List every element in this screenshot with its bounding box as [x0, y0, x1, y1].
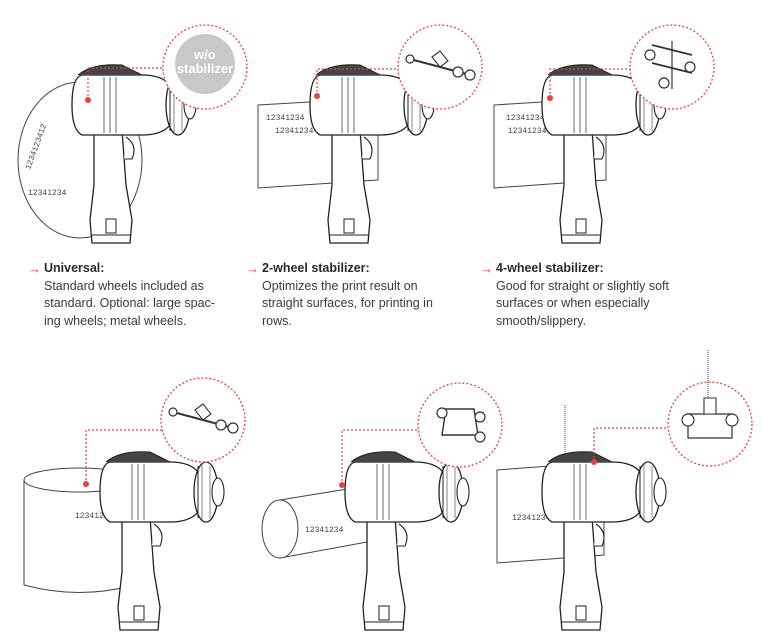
caption-universal: → Universal: Standard wheels included as…: [28, 260, 234, 330]
caption-4-wheel: → 4-wheel stabilizer: Good for straight …: [480, 260, 691, 330]
svg-text:12341234: 12341234: [512, 514, 551, 523]
caption-title: Universal:: [44, 261, 105, 275]
svg-text:12341234: 12341234: [266, 114, 305, 123]
caption-title: 4-wheel stabilizer:: [496, 261, 604, 275]
svg-text:12341234: 12341234: [275, 127, 314, 136]
badge-circle: [175, 34, 235, 94]
caption-description: Standard wheels included as standard. Op…: [44, 278, 215, 328]
svg-text:12341234: 12341234: [508, 127, 547, 136]
svg-text:12341234: 12341234: [305, 526, 344, 535]
print-sample-1: 12341234: [28, 189, 67, 198]
badge-line-2: stabilizer: [176, 61, 234, 76]
panel-tall-stabilizer: 12341234: [496, 350, 753, 631]
caption-2-wheel: → 2-wheel stabilizer: Optimizes the prin…: [246, 260, 447, 330]
caption-description: Good for straight or slightly soft surfa…: [496, 278, 669, 328]
panel-universal: 12341234 1234123412: [17, 24, 248, 244]
panel-cylinder-vertical: 12341234: [23, 377, 246, 631]
arrow-right-icon: →: [28, 261, 41, 276]
panel-2-wheel: 12341234 12341234: [257, 24, 483, 244]
arrow-right-icon: →: [246, 261, 259, 276]
svg-text:12341234: 12341234: [506, 114, 545, 123]
badge-label: w/o stabilizer: [163, 48, 247, 76]
arrow-right-icon: →: [480, 261, 493, 276]
panel-4-wheel: 12341234 12341234: [493, 24, 715, 244]
panel-cylinder-horizontal: 12341234: [261, 382, 503, 631]
badge-line-1: w/o: [194, 47, 216, 62]
svg-text:12341234: 12341234: [75, 512, 114, 521]
caption-description: Optimizes the print result on straight s…: [262, 278, 433, 328]
caption-title: 2-wheel stabilizer:: [262, 261, 370, 275]
